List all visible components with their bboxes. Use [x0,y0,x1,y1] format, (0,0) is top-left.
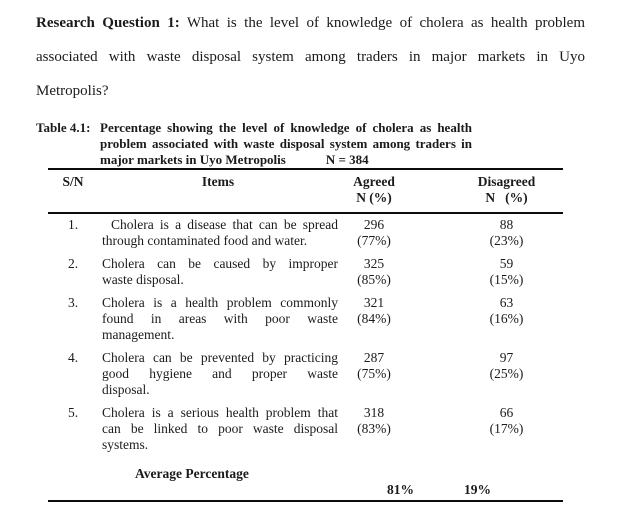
average-label: Average Percentage [135,466,249,481]
row-item: Cholera is a disease that can be spread … [98,217,338,249]
header-items: Items [201,174,235,189]
table-row: 4. Cholera can be prevented by practicin… [48,350,563,398]
row-agreed-n: 318 [363,405,385,420]
row-sn: 3. [67,295,79,310]
header-agreed: Agreed N (%) [338,174,410,206]
row-sn: 2. [67,256,79,271]
header-disagreed: Disagreed N (%) [450,174,563,206]
caption-label: Table 4.1: [36,120,91,135]
row-item: Cholera is a health problem commonly fou… [98,295,338,343]
table-row: 1. Cholera is a disease that can be spre… [48,217,563,249]
row-agreed: 296 (77%) [338,217,410,249]
item-line: good hygiene and proper waste [102,366,338,381]
row-disagreed-n: 66 [499,405,514,420]
item-line: can be linked to poor waste disposal [102,421,338,436]
row-disagreed-pct: (16%) [489,311,524,326]
header-sn: S/N [62,174,84,189]
header-disagreed-sub: N (%) [485,190,528,205]
row-disagreed-pct: (15%) [489,272,524,287]
caption-line-text: major markets in Uyo Metropolis [100,152,286,167]
item-line: Cholera can be prevented by practicing [102,350,338,365]
header-gap [410,174,450,206]
row-agreed: 321 (84%) [338,295,410,343]
row-disagreed: 66 (17%) [450,405,563,453]
row-agreed-n: 325 [363,256,385,271]
item-line: found in areas with poor waste [102,311,338,326]
row-disagreed-pct: (17%) [489,421,524,436]
row-agreed-pct: (85%) [357,272,391,287]
question-line: Research Question 1: What is the level o… [36,6,585,40]
item-line: Cholera is a disease that can be spread [111,217,338,232]
row-sn: 4. [67,350,79,365]
row-disagreed-pct: (25%) [489,366,524,381]
question-label: Research Question 1: [36,15,180,31]
question-line: associated with waste disposal system am… [36,49,585,65]
row-disagreed-n: 97 [499,350,514,365]
table-header: S/N Items Agreed N (%) Disagreed N (%) [48,170,563,214]
caption-line: Percentage showing the level of knowledg… [100,120,472,135]
row-disagreed: 97 (25%) [450,350,563,398]
table-body: 1. Cholera is a disease that can be spre… [48,214,563,453]
research-question: Research Question 1: What is the level o… [36,0,585,108]
question-line-text: What is the level of knowledge of choler… [186,15,585,31]
table-row: 2. Cholera can be caused by improper was… [48,256,563,288]
row-agreed: 318 (83%) [338,405,410,453]
item-line: systems. [102,437,149,452]
row-disagreed: 63 (16%) [450,295,563,343]
header-disagreed-label: Disagreed [477,174,536,189]
data-table: S/N Items Agreed N (%) Disagreed N (%) 1… [48,168,563,502]
caption-text: Percentage showing the level of knowledg… [100,120,472,168]
question-line: Metropolis? [36,83,109,99]
item-line: through contaminated food and water. [102,233,308,248]
item-line: Cholera is a health problem commonly [102,295,338,310]
row-sn: 5. [67,405,79,420]
row-agreed: 325 (85%) [338,256,410,288]
row-agreed-n: 287 [363,350,385,365]
row-disagreed-pct: (23%) [489,233,524,248]
row-agreed-pct: (84%) [357,311,391,326]
caption-line: problem associated with waste disposal s… [100,136,472,151]
table-row: 5. Cholera is a serious health problem t… [48,405,563,453]
row-disagreed: 59 (15%) [450,256,563,288]
average-disagreed: 19% [464,482,491,497]
header-agreed-sub: N (%) [356,190,392,205]
row-item: Cholera can be caused by improper waste … [98,256,338,288]
row-agreed-n: 296 [363,217,385,232]
row-agreed-n: 321 [363,295,385,310]
row-agreed-pct: (83%) [357,421,391,436]
table-caption: Table 4.1: Percentage showing the level … [36,120,641,168]
average-values: 81% 19% [48,482,563,500]
sample-size: N = 384 [325,152,369,167]
row-disagreed: 88 (23%) [450,217,563,249]
header-agreed-label: Agreed [353,174,395,189]
row-agreed-pct: (75%) [357,366,391,381]
row-disagreed-n: 88 [499,217,514,232]
item-line: disposal. [102,382,150,397]
item-line: Cholera can be caused by improper [102,256,338,271]
row-agreed-pct: (77%) [357,233,391,248]
row-sn: 1. [67,217,79,232]
table-row: 3. Cholera is a health problem commonly … [48,295,563,343]
caption-line: major markets in Uyo Metropolis N = 384 [100,152,472,168]
row-item: Cholera is a serious health problem that… [98,405,338,453]
row-item: Cholera can be prevented by practicing g… [98,350,338,398]
item-line: waste disposal. [102,272,184,287]
item-line: management. [102,327,175,342]
average-agreed: 81% [387,482,414,497]
table-footer: Average Percentage 81% 19% [48,466,563,500]
row-disagreed-n: 59 [499,256,514,271]
row-disagreed-n: 63 [499,295,514,310]
row-agreed: 287 (75%) [338,350,410,398]
item-line: Cholera is a serious health problem that [102,405,338,420]
